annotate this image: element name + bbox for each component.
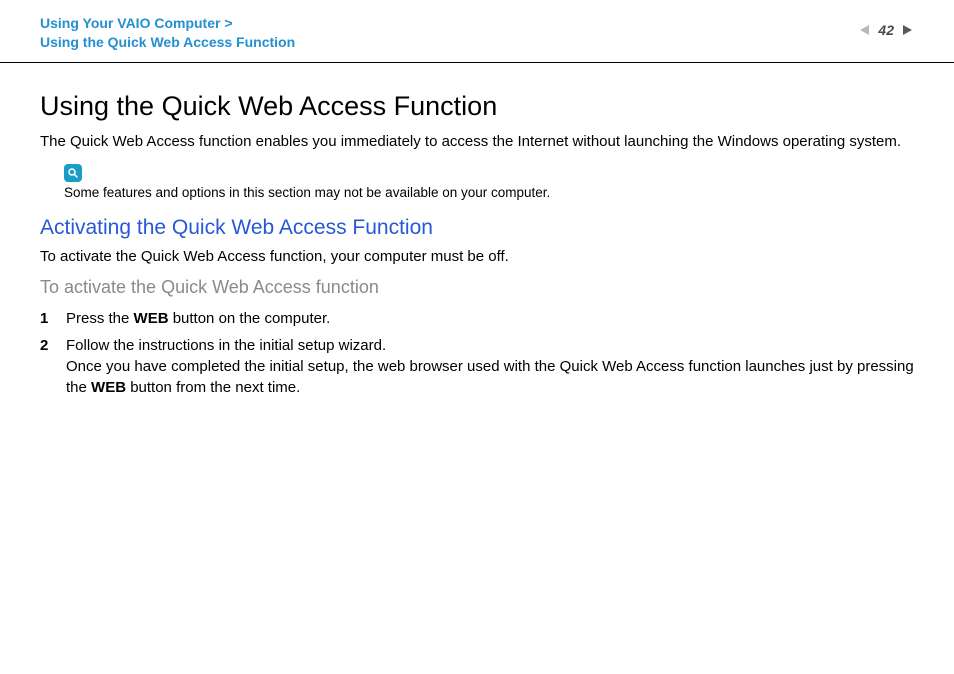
- next-page-icon[interactable]: [900, 23, 914, 37]
- breadcrumb: Using Your VAIO Computer > Using the Qui…: [40, 14, 295, 52]
- step-text: Press the WEB button on the computer.: [66, 308, 914, 329]
- section-intro: To activate the Quick Web Access functio…: [40, 248, 914, 265]
- note-text: Some features and options in this sectio…: [64, 184, 550, 202]
- step-item: 2 Follow the instructions in the initial…: [40, 335, 914, 398]
- page-content: Using the Quick Web Access Function The …: [0, 63, 954, 398]
- breadcrumb-line-2[interactable]: Using the Quick Web Access Function: [40, 33, 295, 52]
- procedure-heading: To activate the Quick Web Access functio…: [40, 277, 914, 298]
- page-number: 42: [878, 22, 894, 38]
- step-number: 2: [40, 335, 66, 356]
- step-list: 1 Press the WEB button on the computer. …: [40, 308, 914, 398]
- page-nav: 42: [858, 22, 914, 38]
- note-block: Some features and options in this sectio…: [64, 164, 914, 202]
- step-line-2-post: button from the next time.: [126, 379, 300, 396]
- step-text: Follow the instructions in the initial s…: [66, 335, 914, 398]
- magnifier-icon: [64, 164, 82, 182]
- page-header: Using Your VAIO Computer > Using the Qui…: [0, 0, 954, 62]
- section-heading: Activating the Quick Web Access Function: [40, 216, 914, 240]
- step-text-pre: Press the: [66, 310, 134, 327]
- step-number: 1: [40, 308, 66, 329]
- step-text-post: button on the computer.: [169, 310, 331, 327]
- breadcrumb-line-1[interactable]: Using Your VAIO Computer >: [40, 14, 295, 33]
- step-line-2-bold: WEB: [91, 379, 126, 396]
- step-line-1: Follow the instructions in the initial s…: [66, 337, 386, 354]
- step-text-bold: WEB: [134, 310, 169, 327]
- step-item: 1 Press the WEB button on the computer.: [40, 308, 914, 329]
- page-title: Using the Quick Web Access Function: [40, 91, 914, 122]
- prev-page-icon[interactable]: [858, 23, 872, 37]
- intro-paragraph: The Quick Web Access function enables yo…: [40, 132, 914, 152]
